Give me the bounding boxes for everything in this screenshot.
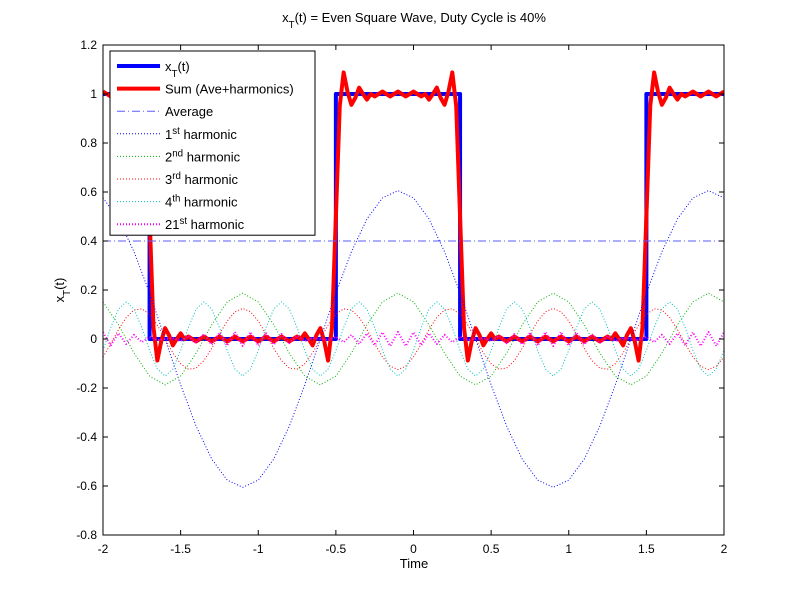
y-tick-label: 0.4 <box>80 234 97 248</box>
y-tick-label: 1 <box>90 87 97 101</box>
text-segment: (t) <box>177 59 189 74</box>
legend-label: Sum (Ave+harmonics) <box>165 82 294 97</box>
text-segment: T <box>62 290 73 296</box>
text-segment: Time <box>400 556 428 571</box>
y-tick-label: 0.8 <box>80 136 97 150</box>
text-segment: th <box>172 193 180 204</box>
text-segment: harmonic <box>181 172 239 187</box>
x-tick-label: 1.5 <box>638 542 655 556</box>
y-tick-label: -0.6 <box>76 479 97 493</box>
text-segment: rd <box>172 171 181 182</box>
y-tick-label: 0.2 <box>80 283 97 297</box>
text-segment: (t) <box>52 278 67 290</box>
y-axis-label: xT(t) <box>52 278 73 303</box>
text-segment: harmonic <box>180 195 238 210</box>
y-tick-label: 1.2 <box>80 38 97 52</box>
legend-box <box>109 50 316 236</box>
y-tick-label: -0.2 <box>76 381 97 395</box>
text-segment: 2 <box>165 149 172 164</box>
text-segment: 21 <box>165 217 179 232</box>
series-line <box>103 190 724 488</box>
chart-title: xT(t) = Even Square Wave, Duty Cycle is … <box>282 10 546 31</box>
x-tick-label: 1 <box>565 542 572 556</box>
text-segment: x <box>282 10 289 25</box>
y-tick-label: 0.6 <box>80 185 97 199</box>
text-segment: T <box>172 69 178 80</box>
x-tick-label: 0.5 <box>483 542 500 556</box>
text-segment: 3 <box>165 172 172 187</box>
legend-label: 3rd harmonic <box>165 171 238 188</box>
text-segment: x <box>165 59 172 74</box>
legend-label: 2nd harmonic <box>165 148 241 165</box>
text-segment: 4 <box>165 195 172 210</box>
y-tick-label: 0 <box>90 332 97 346</box>
text-segment: Sum (Ave+harmonics) <box>165 82 294 97</box>
legend-label: 1st harmonic <box>165 125 237 142</box>
series-line <box>103 307 724 371</box>
x-tick-label: 0 <box>410 542 417 556</box>
text-segment: harmonic <box>183 149 241 164</box>
legend-label: xT(t) <box>165 59 190 80</box>
legend-label: 21st harmonic <box>165 216 245 233</box>
x-tick-label: -0.5 <box>326 542 347 556</box>
text-segment: harmonic <box>180 127 238 142</box>
legend-label: 4th harmonic <box>165 193 238 210</box>
x-tick-label: 2 <box>721 542 728 556</box>
x-tick-label: -1 <box>253 542 264 556</box>
text-segment: harmonic <box>187 217 245 232</box>
x-axis-label: Time <box>400 556 428 571</box>
text-segment: T <box>289 20 295 31</box>
y-tick-label: -0.4 <box>76 430 97 444</box>
text-segment: 1 <box>165 127 172 142</box>
y-tick-label: -0.8 <box>76 528 97 542</box>
x-tick-label: -2 <box>98 542 109 556</box>
text-segment: x <box>52 295 67 302</box>
text-segment: (t) = Even Square Wave, Duty Cycle is 40… <box>295 10 547 25</box>
legend-label: Average <box>165 104 213 119</box>
text-segment: st <box>179 216 187 227</box>
text-segment: nd <box>172 148 183 159</box>
text-segment: Average <box>165 104 213 119</box>
text-segment: st <box>172 125 180 136</box>
x-tick-label: -1.5 <box>170 542 191 556</box>
